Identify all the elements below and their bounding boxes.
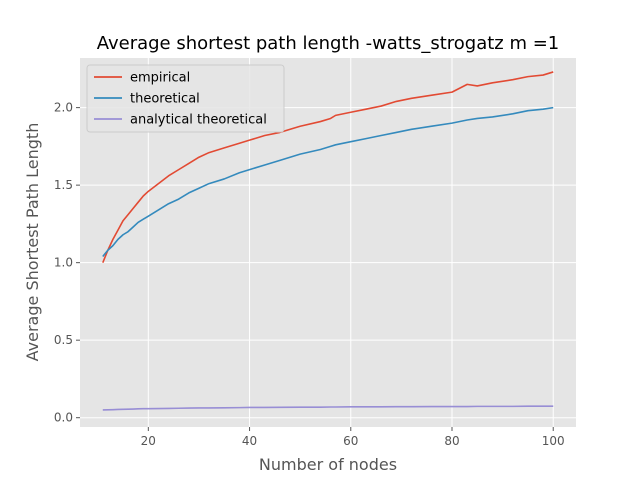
series-line-1 — [102, 106, 554, 257]
y-tick-label: 1.5 — [54, 178, 73, 192]
y-axis-ticks: 0.0 0.5 1.0 1.5 2.0 — [54, 101, 80, 425]
y-tick-label: 0.5 — [54, 333, 73, 347]
y-axis-label: Average Shortest Path Length — [23, 123, 42, 362]
x-tick-label: 60 — [343, 434, 358, 448]
x-axis-ticks: 20 40 60 80 100 — [141, 427, 565, 448]
legend-entry-2: analytical theoretical — [130, 113, 267, 128]
legend-box — [86, 64, 285, 133]
legend-entry-0: empirical — [130, 71, 190, 86]
legend: empirical theoretical analytical theoretic… — [86, 64, 285, 133]
x-tick-label: 40 — [242, 434, 257, 448]
x-tick-label: 20 — [141, 434, 156, 448]
series-line-0 — [102, 71, 554, 263]
series-line-2 — [102, 405, 554, 411]
x-tick-label: 100 — [542, 434, 565, 448]
y-tick-label: 1.0 — [54, 256, 73, 270]
x-tick-label: 80 — [444, 434, 459, 448]
grid-lines — [80, 58, 576, 427]
y-tick-label: 0.0 — [54, 411, 73, 425]
y-tick-label: 2.0 — [54, 101, 73, 115]
chart-title: Average shortest path length -watts_stro… — [97, 33, 560, 54]
x-axis-label: Number of nodes — [259, 455, 397, 474]
series-lines — [102, 71, 554, 411]
legend-entry-1: theoretical — [130, 92, 200, 107]
